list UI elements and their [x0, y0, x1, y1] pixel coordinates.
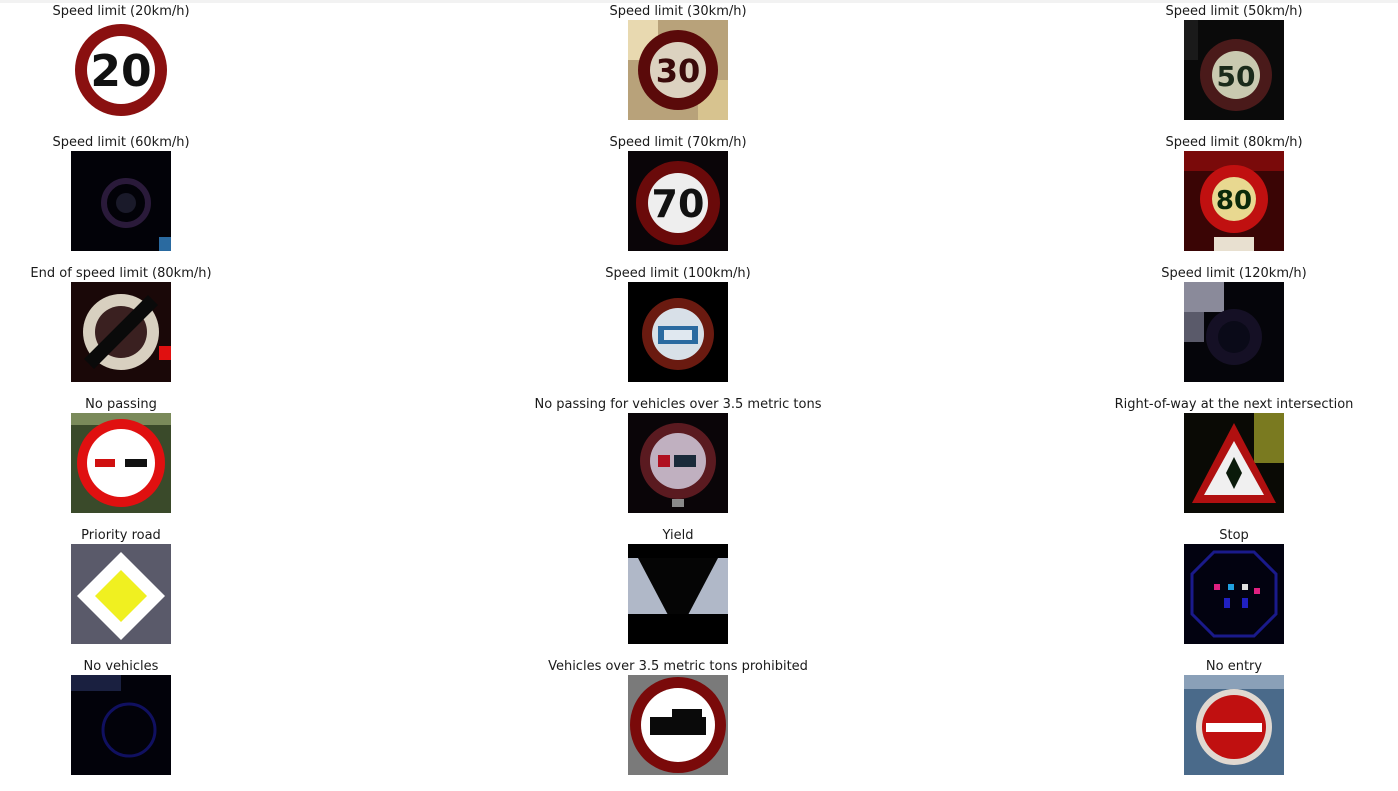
sample-title: Speed limit (60km/h) — [52, 135, 190, 150]
sample-title: Speed limit (80km/h) — [1165, 135, 1303, 150]
sample-cell: Speed limit (30km/h) 30 — [478, 0, 878, 120]
sample-title: Right-of-way at the next intersection — [1114, 397, 1354, 412]
sample-cell: Speed limit (80km/h) 80 — [1034, 131, 1398, 251]
sample-title: Yield — [662, 528, 694, 543]
sample-cell: Right-of-way at the next intersection — [1034, 393, 1398, 513]
speed-limit-60-sign-icon — [71, 151, 171, 251]
sample-title: No passing — [85, 397, 157, 412]
sample-title: End of speed limit (80km/h) — [30, 266, 212, 281]
sample-cell: No vehicles — [0, 655, 321, 775]
sample-title: No vehicles — [83, 659, 159, 674]
speed-limit-20-sign-icon: 20 — [71, 20, 171, 120]
sample-cell: No entry — [1034, 655, 1398, 775]
sample-cell: Speed limit (60km/h) — [0, 131, 321, 251]
sample-title: Speed limit (20km/h) — [52, 4, 190, 19]
sample-title: Speed limit (100km/h) — [605, 266, 751, 281]
top-edge — [0, 0, 1398, 3]
speed-limit-50-sign-icon: 50 — [1184, 20, 1284, 120]
speed-limit-100-sign-icon — [628, 282, 728, 382]
svg-text:20: 20 — [90, 46, 151, 97]
sample-title: Speed limit (120km/h) — [1161, 266, 1307, 281]
no-passing-trucks-sign-icon — [628, 413, 728, 513]
sample-title: Stop — [1219, 528, 1249, 543]
no-passing-sign-icon — [71, 413, 171, 513]
svg-text:50: 50 — [1217, 60, 1256, 93]
sample-cell: Speed limit (50km/h) 50 — [1034, 0, 1398, 120]
stop-sign-icon — [1184, 544, 1284, 644]
end-speed-limit-80-sign-icon — [71, 282, 171, 382]
sample-cell: End of speed limit (80km/h) — [0, 262, 321, 382]
sample-title: Speed limit (30km/h) — [609, 4, 747, 19]
sample-cell: Priority road — [0, 524, 321, 644]
sample-cell: Speed limit (100km/h) — [478, 262, 878, 382]
sample-cell: Stop — [1034, 524, 1398, 644]
speed-limit-30-sign-icon: 30 — [628, 20, 728, 120]
sample-cell: Speed limit (120km/h) — [1034, 262, 1398, 382]
sample-title: Speed limit (70km/h) — [609, 135, 747, 150]
sample-cell: Speed limit (20km/h) 20 — [0, 0, 321, 120]
no-vehicles-sign-icon — [71, 675, 171, 775]
sample-title: Priority road — [81, 528, 161, 543]
svg-text:70: 70 — [652, 182, 705, 226]
speed-limit-120-sign-icon — [1184, 282, 1284, 382]
svg-text:30: 30 — [656, 52, 701, 90]
sample-cell: No passing — [0, 393, 321, 513]
sample-title: No passing for vehicles over 3.5 metric … — [534, 397, 822, 412]
sample-cell: Yield — [478, 524, 878, 644]
sample-cell: No passing for vehicles over 3.5 metric … — [478, 393, 878, 513]
yield-sign-icon — [628, 544, 728, 644]
no-entry-sign-icon — [1184, 675, 1284, 775]
trucks-prohibited-sign-icon — [628, 675, 728, 775]
right-of-way-sign-icon — [1184, 413, 1284, 513]
speed-limit-80-sign-icon: 80 — [1184, 151, 1284, 251]
priority-road-sign-icon — [71, 544, 171, 644]
sample-title: Speed limit (50km/h) — [1165, 4, 1303, 19]
speed-limit-70-sign-icon: 70 — [628, 151, 728, 251]
sample-title: No entry — [1205, 659, 1263, 674]
svg-text:80: 80 — [1216, 186, 1252, 216]
sample-cell: Speed limit (70km/h) 70 — [478, 131, 878, 251]
sample-title: Vehicles over 3.5 metric tons prohibited — [548, 659, 808, 674]
sample-cell: Vehicles over 3.5 metric tons prohibited — [478, 655, 878, 775]
